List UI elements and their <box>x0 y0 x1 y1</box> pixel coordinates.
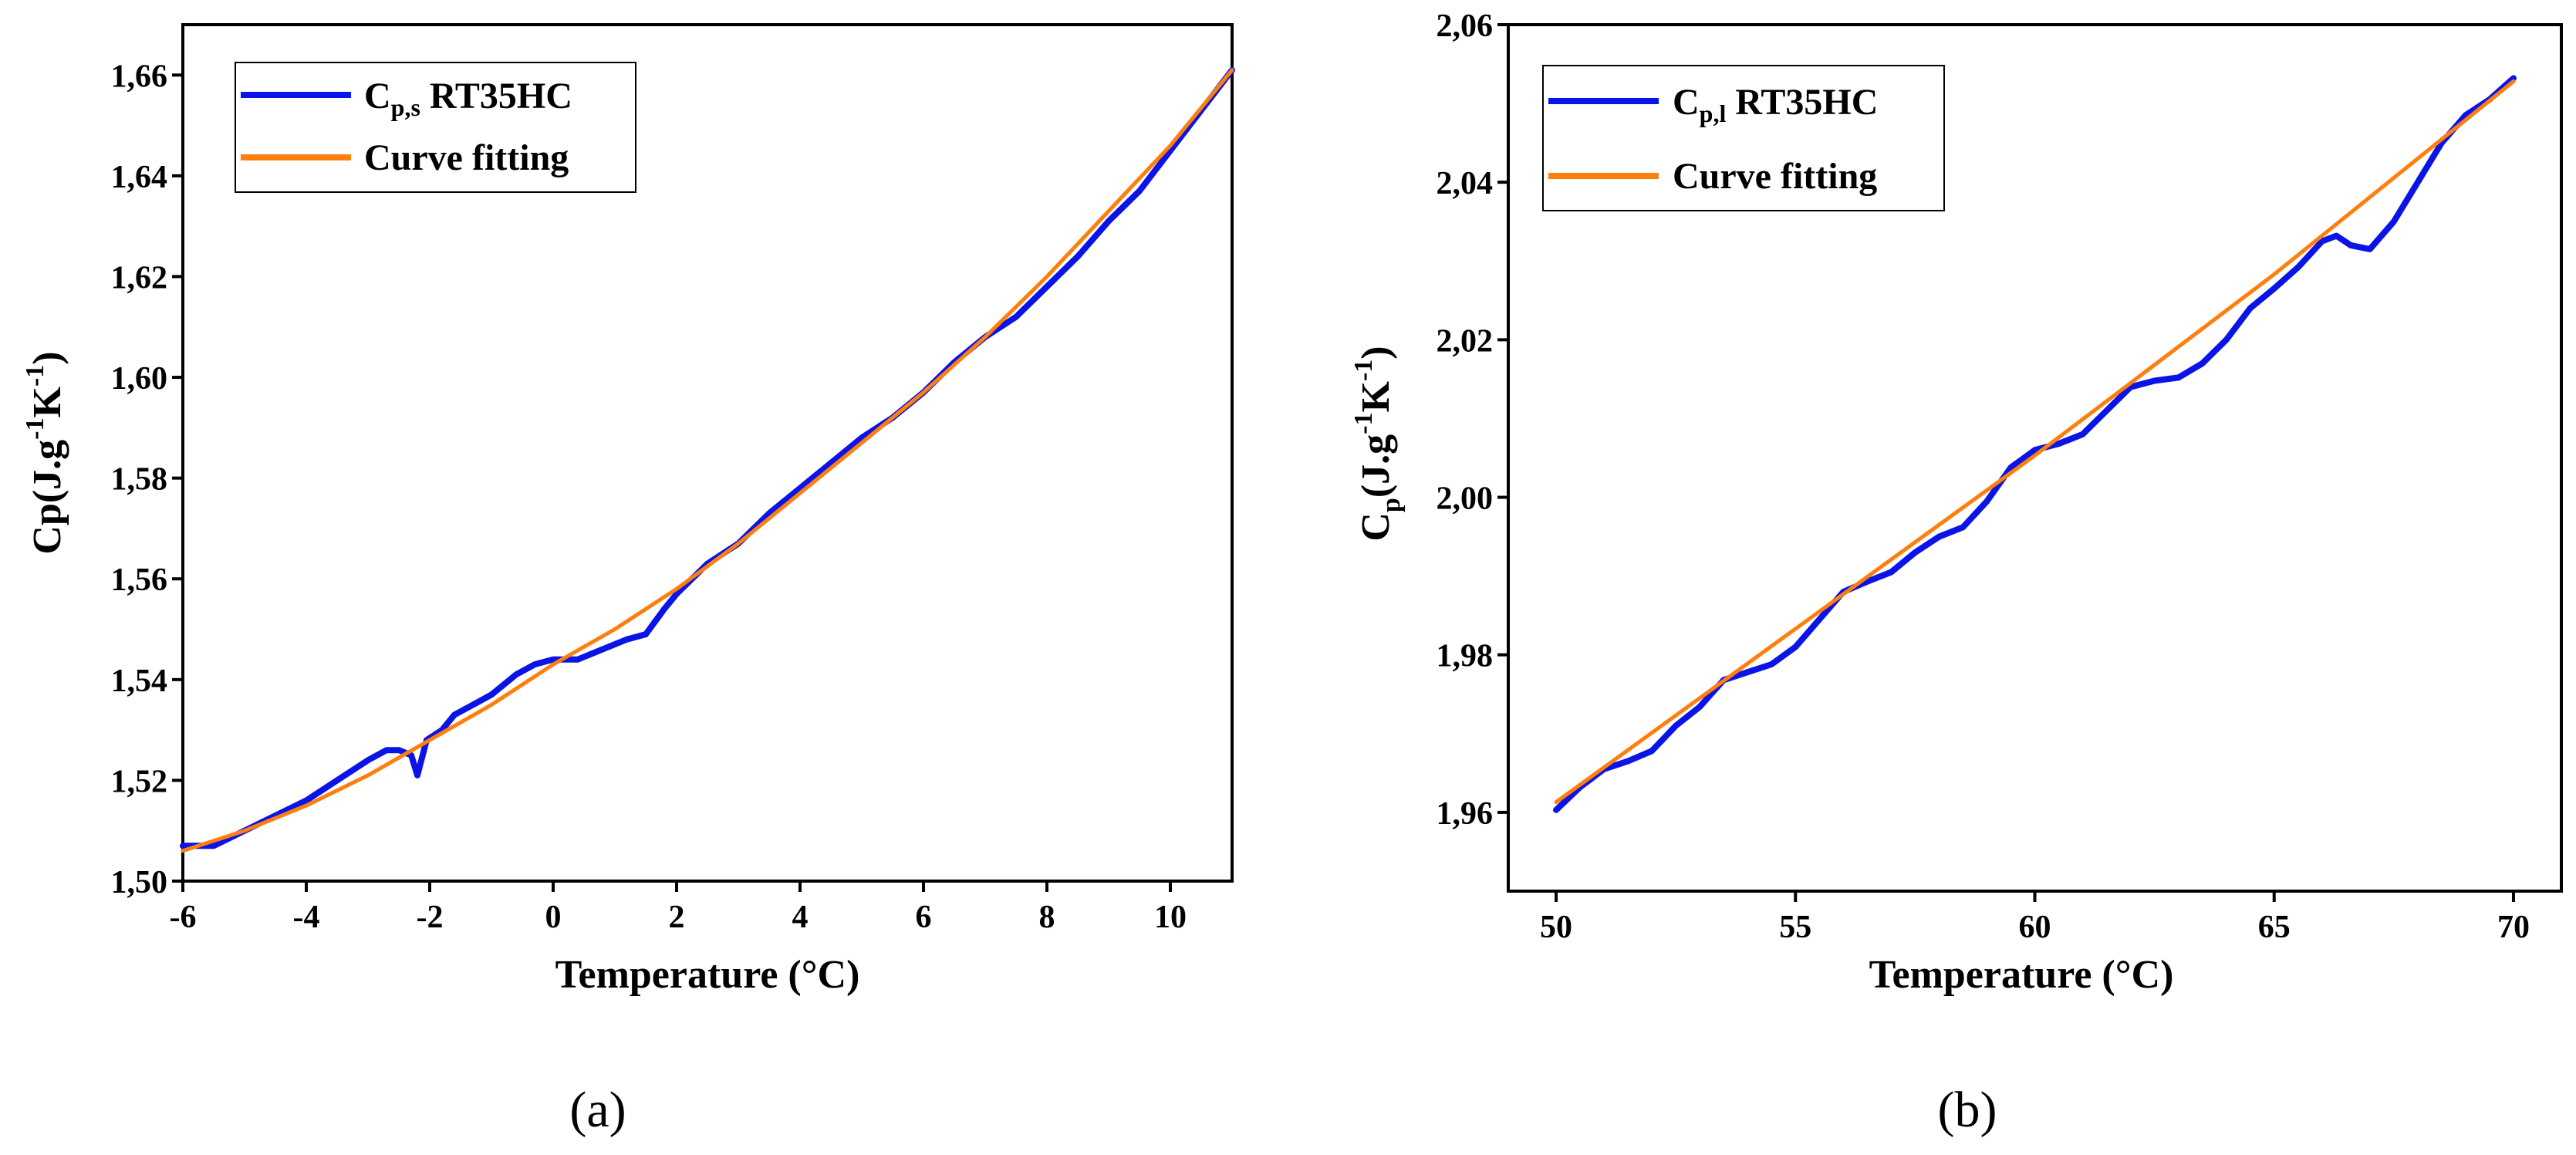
y-tick-label: 1,96 <box>1437 796 1494 832</box>
y-tick-label: 1,66 <box>111 59 168 94</box>
x-tick-label: 50 <box>1540 910 1572 945</box>
legend-label-fit-a: Curve fitting <box>364 137 569 178</box>
y-tick-label: 2,04 <box>1437 166 1494 201</box>
x-tick-label: 2 <box>669 900 685 935</box>
x-tick-label: -2 <box>417 900 444 935</box>
y-tick-label: 1,54 <box>111 664 168 699</box>
x-axis-label-b: Temperature (°C) <box>1869 953 2174 997</box>
y-tick-label: 2,00 <box>1437 481 1494 517</box>
x-tick-label: 60 <box>2019 910 2051 945</box>
x-ticks-a: -6 -4 -2 0 2 4 6 8 10 <box>170 881 1187 935</box>
x-tick-label: 70 <box>2497 910 2530 945</box>
y-tick-label: 1,52 <box>111 764 168 799</box>
y-tick-label: 1,58 <box>111 462 168 498</box>
y-axis-label-b: Cp(J.g-1K-1) <box>1349 346 1406 541</box>
legend-label-measured-b: Cp,l RT35HC <box>1673 82 1878 127</box>
series-fit-a <box>180 66 1235 853</box>
panel-a: -6 -4 -2 0 2 4 6 8 10 1,501,521,541,561,581,601,… <box>21 23 1235 1138</box>
y-tick-label: 1,98 <box>1437 639 1494 674</box>
panel-b: 50 55 60 65 70 1,96 1,98 2,00 2,02 2,04 2,06 Temp… <box>1349 8 2563 1138</box>
legend-box-b <box>1542 65 1945 211</box>
legend-a: Cp,s RT35HC Curve fitting <box>235 62 636 193</box>
x-tick-label: 0 <box>545 900 562 935</box>
x-tick-label: -4 <box>293 900 320 935</box>
x-axis-label-a: Temperature (°C) <box>555 953 860 997</box>
x-tick-label: 10 <box>1154 900 1187 935</box>
panel-label-b: (b) <box>1938 1082 1997 1138</box>
y-ticks-b: 1,96 1,98 2,00 2,02 2,04 2,06 <box>1437 8 1508 832</box>
x-tick-label: 55 <box>1779 910 1811 945</box>
panel-label-a: (a) <box>569 1082 626 1138</box>
x-tick-label: -6 <box>170 900 197 935</box>
series-fit-line <box>1554 79 2516 805</box>
x-tick-label: 6 <box>916 900 932 935</box>
x-ticks-b: 50 55 60 65 70 <box>1540 891 2530 945</box>
y-tick-label: 1,50 <box>111 865 168 900</box>
legend-b: Cp,l RT35HC Curve fitting <box>1542 65 1945 211</box>
legend-label-measured-a: Cp,s RT35HC <box>364 76 572 121</box>
y-tick-label: 2,06 <box>1437 8 1494 44</box>
y-tick-label: 2,02 <box>1437 323 1494 359</box>
legend-box-a <box>235 62 636 193</box>
x-tick-label: 65 <box>2258 910 2291 945</box>
y-axis-label-a: Cp(J.g-1K-1) <box>21 351 69 554</box>
series-measured-line <box>180 66 1235 849</box>
x-tick-label: 4 <box>792 900 809 935</box>
x-tick-label: 8 <box>1039 900 1055 935</box>
y-tick-label: 1,60 <box>111 361 168 397</box>
series-fit-line <box>181 68 1234 853</box>
series-fit-b <box>1553 75 2517 813</box>
y-tick-label: 1,56 <box>111 562 168 598</box>
y-tick-label: 1,64 <box>111 160 168 195</box>
legend-label-fit-b: Curve fitting <box>1673 156 1877 197</box>
y-ticks-a: 1,50 1,52 1,54 1,56 1,58 1,60 1,62 1,64 1,66 <box>111 59 183 900</box>
y-tick-label: 1,62 <box>111 260 168 296</box>
